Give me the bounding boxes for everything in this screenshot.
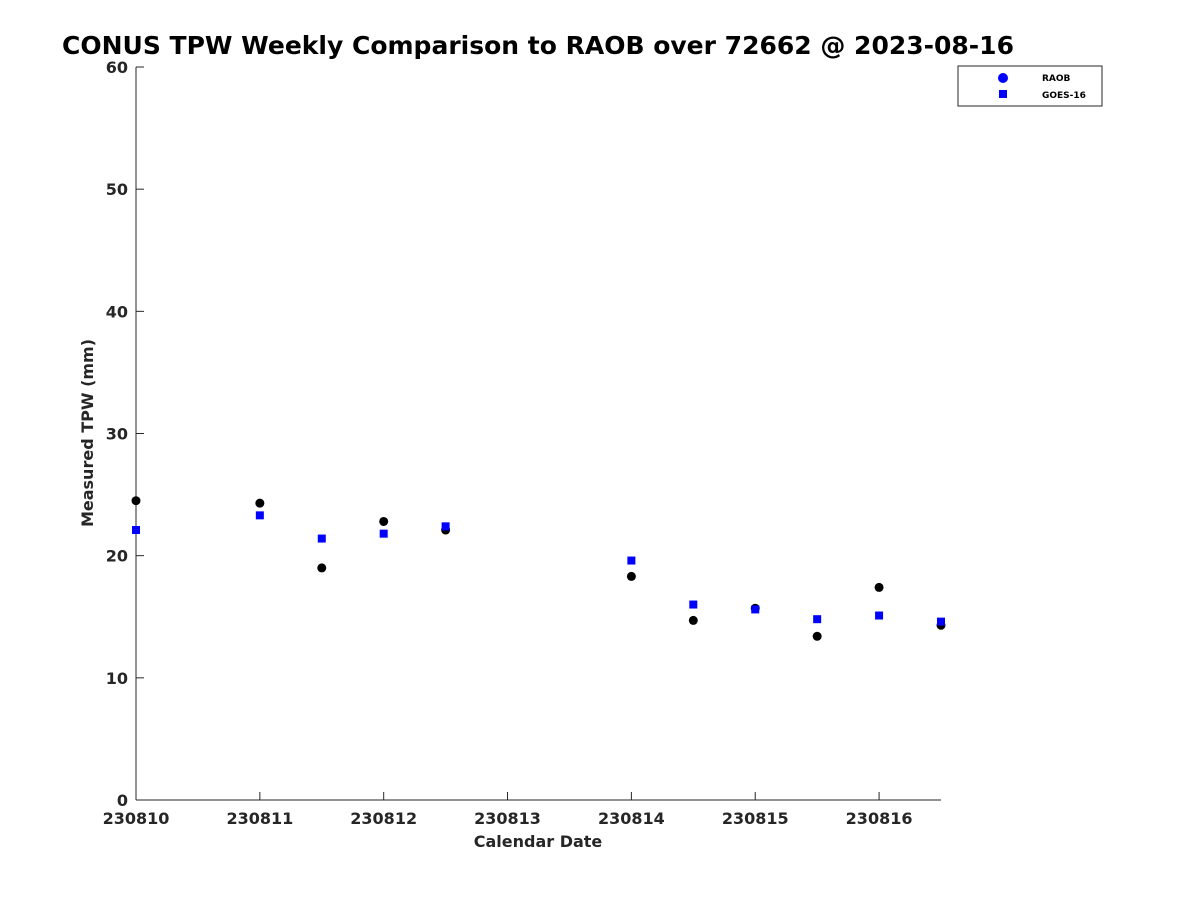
y-tick-label-40: 40 bbox=[106, 302, 128, 321]
data-points bbox=[131, 496, 946, 641]
goes16-point bbox=[627, 556, 636, 565]
y-tick-label-20: 20 bbox=[106, 547, 128, 566]
chart-title: CONUS TPW Weekly Comparison to RAOB over… bbox=[62, 31, 1014, 60]
raob-point bbox=[626, 571, 636, 581]
goes16-point bbox=[689, 600, 698, 609]
y-axis-label: Measured TPW (mm) bbox=[78, 339, 97, 527]
x-tick-label-230816: 230816 bbox=[846, 809, 913, 828]
legend-label-goes16: GOES-16 bbox=[1042, 91, 1086, 101]
x-tick-label-230811: 230811 bbox=[226, 809, 293, 828]
goes16-point bbox=[813, 615, 822, 624]
legend-box bbox=[957, 65, 1103, 107]
legend-marker-goes16 bbox=[999, 90, 1007, 98]
goes16-point bbox=[132, 526, 140, 535]
goes16-point bbox=[937, 617, 945, 626]
y-tick-label-30: 30 bbox=[106, 425, 128, 444]
goes16-point bbox=[317, 534, 326, 543]
legend-label-raob: RAOB bbox=[1042, 74, 1071, 84]
x-tick-label-230812: 230812 bbox=[350, 809, 417, 828]
x-tick-label-230810: 230810 bbox=[103, 809, 170, 828]
goes16-point bbox=[751, 605, 760, 614]
y-tick-label-10: 10 bbox=[106, 669, 128, 688]
legend-marker-raob bbox=[998, 73, 1008, 83]
raob-point bbox=[688, 615, 698, 625]
x-tick-label-230815: 230815 bbox=[722, 809, 789, 828]
y-tick-label-0: 0 bbox=[117, 791, 128, 810]
y-tick-label-50: 50 bbox=[106, 180, 128, 199]
goes16-point bbox=[379, 529, 388, 538]
goes16-point bbox=[875, 611, 884, 620]
plot-axes: 0 10 20 30 40 50 60 230810 230811 230812 230813 230… bbox=[103, 58, 941, 828]
goes16-point bbox=[441, 522, 450, 531]
raob-point bbox=[317, 563, 327, 573]
raob-point bbox=[812, 631, 822, 641]
raob-point bbox=[874, 582, 884, 592]
series-goes-16 bbox=[132, 511, 945, 626]
y-tick-label-60: 60 bbox=[106, 58, 128, 77]
x-tick-label-230813: 230813 bbox=[474, 809, 541, 828]
goes16-point bbox=[255, 511, 264, 520]
x-tick-label-230814: 230814 bbox=[598, 809, 665, 828]
x-axis-label: Calendar Date bbox=[474, 832, 603, 851]
raob-point bbox=[255, 498, 265, 508]
raob-point bbox=[379, 516, 389, 526]
legend: RAOB GOES-16 bbox=[957, 65, 1103, 107]
raob-point bbox=[131, 496, 141, 506]
